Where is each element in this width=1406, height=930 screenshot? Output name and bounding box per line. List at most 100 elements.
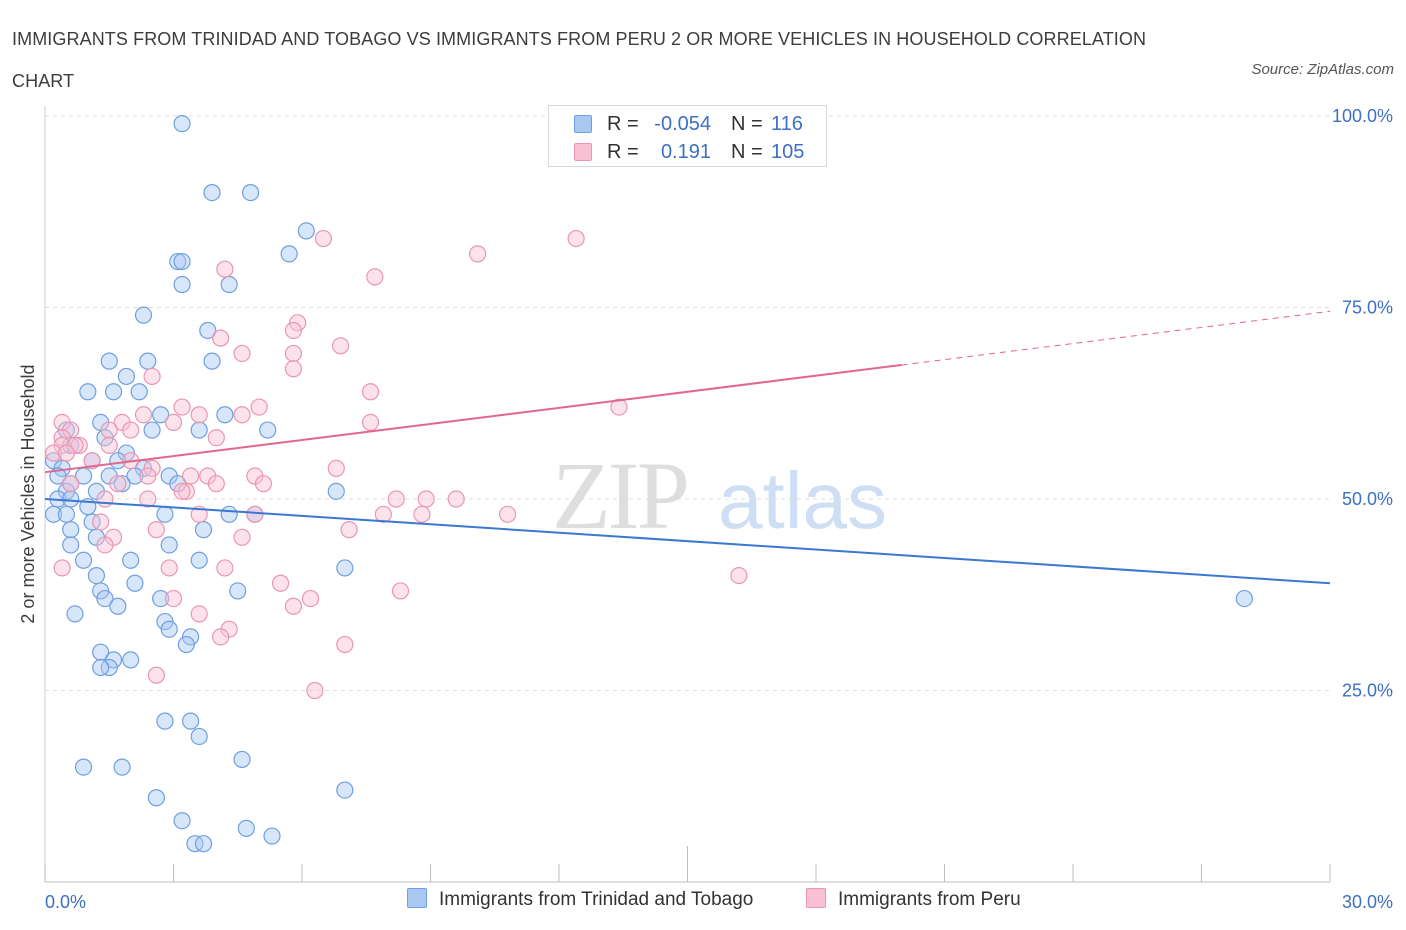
legend-item-peru: Immigrants from Peru (806, 888, 1021, 911)
data-point-peru (147, 666, 165, 684)
data-point-trinidad (92, 658, 110, 677)
data-point-peru (306, 681, 324, 700)
data-point-trinidad (173, 115, 191, 133)
y-tick-label: 75.0% (1342, 298, 1393, 318)
y-tick-label: 100.0% (1332, 106, 1393, 126)
data-point-trinidad (242, 184, 260, 202)
data-point-peru (233, 406, 251, 424)
source-label: Source: ZipAtlas.com (1251, 61, 1394, 78)
axis-labels: 25.0% 50.0% 75.0% 100.0% 0.0% 30.0% 2 or more … (18, 106, 1393, 912)
data-point-trinidad (109, 452, 127, 470)
data-point-peru (499, 505, 517, 523)
data-point-peru (366, 268, 384, 286)
data-point-peru (139, 490, 157, 508)
n-label: N = (731, 113, 763, 135)
watermark: ZIP atlas (552, 442, 887, 549)
data-point-peru (233, 528, 251, 546)
data-point-trinidad (173, 812, 191, 830)
n-value: 116 (771, 113, 803, 135)
data-point-trinidad (259, 421, 277, 439)
data-point-trinidad (336, 781, 354, 799)
data-point-peru (327, 459, 345, 477)
data-point-peru (387, 490, 405, 508)
data-point-trinidad (280, 245, 298, 263)
data-point-peru (413, 505, 431, 523)
data-point-peru (96, 490, 114, 508)
r-label: R = (607, 141, 639, 163)
data-point-trinidad (327, 482, 345, 500)
data-point-trinidad (139, 352, 157, 370)
data-point-peru (70, 436, 88, 454)
legend-label-peru: Immigrants from Peru (838, 889, 1021, 910)
data-point-peru (314, 229, 333, 248)
data-point-peru (182, 467, 200, 485)
data-point-peru (336, 635, 354, 654)
data-point-trinidad (160, 620, 178, 638)
y-tick-label: 25.0% (1342, 681, 1393, 701)
data-point-peru (271, 574, 290, 592)
data-point-trinidad (100, 352, 118, 370)
data-point-peru (83, 452, 101, 470)
data-point-trinidad (79, 383, 97, 401)
data-point-trinidad (190, 727, 208, 746)
data-point-trinidad (113, 758, 131, 776)
r-label: R = (607, 113, 639, 135)
data-point-peru (331, 337, 350, 355)
data-point-peru (610, 398, 628, 416)
data-point-peru (134, 406, 153, 424)
data-point-peru (92, 513, 110, 531)
data-point-peru (730, 566, 748, 585)
data-point-trinidad (62, 490, 80, 508)
data-point-trinidad (117, 367, 135, 386)
series-peru-points (44, 111, 748, 700)
data-point-peru (207, 429, 225, 447)
data-point-trinidad (152, 406, 170, 424)
axes (44, 106, 1331, 883)
data-point-trinidad (113, 475, 131, 493)
data-point-trinidad (169, 252, 187, 271)
legend-swatch-peru (574, 143, 592, 161)
y-tick-label: 50.0% (1342, 489, 1393, 509)
data-point-peru (100, 421, 118, 439)
data-point-peru (567, 229, 585, 248)
data-point-trinidad (122, 551, 140, 569)
data-point-peru (216, 559, 234, 577)
data-point-trinidad (130, 383, 148, 401)
data-point-trinidad (1235, 589, 1253, 608)
trend-lines (44, 310, 1331, 585)
data-point-peru (164, 413, 183, 431)
data-point-trinidad (152, 589, 170, 608)
data-point-trinidad (229, 582, 247, 600)
data-point-peru (122, 421, 140, 439)
data-point-trinidad (126, 574, 144, 592)
data-point-trinidad (74, 758, 93, 776)
data-point-trinidad (143, 421, 161, 439)
data-point-peru (391, 582, 410, 600)
watermark-zip: ZIP (552, 442, 687, 549)
data-point-peru (254, 475, 273, 493)
data-point-trinidad (203, 184, 221, 202)
correlation-legend: R = -0.054 N = 116 R = 0.191 N = 105 (548, 105, 827, 167)
data-point-trinidad (87, 566, 106, 585)
data-point-trinidad (109, 597, 127, 615)
data-point-trinidad (190, 551, 208, 569)
x-tick-label-min: 0.0% (45, 892, 86, 912)
n-label: N = (731, 141, 763, 163)
data-point-trinidad (336, 559, 354, 577)
data-point-trinidad (220, 275, 238, 294)
data-point-trinidad (203, 352, 221, 370)
data-point-peru (139, 467, 157, 485)
data-point-peru (301, 589, 320, 608)
data-point-trinidad (66, 605, 84, 623)
data-point-peru (250, 398, 268, 416)
data-point-trinidad (156, 712, 174, 730)
data-point-peru (173, 398, 191, 416)
data-point-trinidad (216, 406, 234, 424)
data-point-trinidad (96, 589, 114, 608)
data-point-peru (340, 521, 358, 539)
data-point-peru (96, 536, 114, 554)
legend-swatch-peru (806, 888, 826, 908)
data-point-peru (284, 360, 303, 378)
data-point-peru (190, 406, 208, 424)
data-point-trinidad (190, 421, 208, 439)
